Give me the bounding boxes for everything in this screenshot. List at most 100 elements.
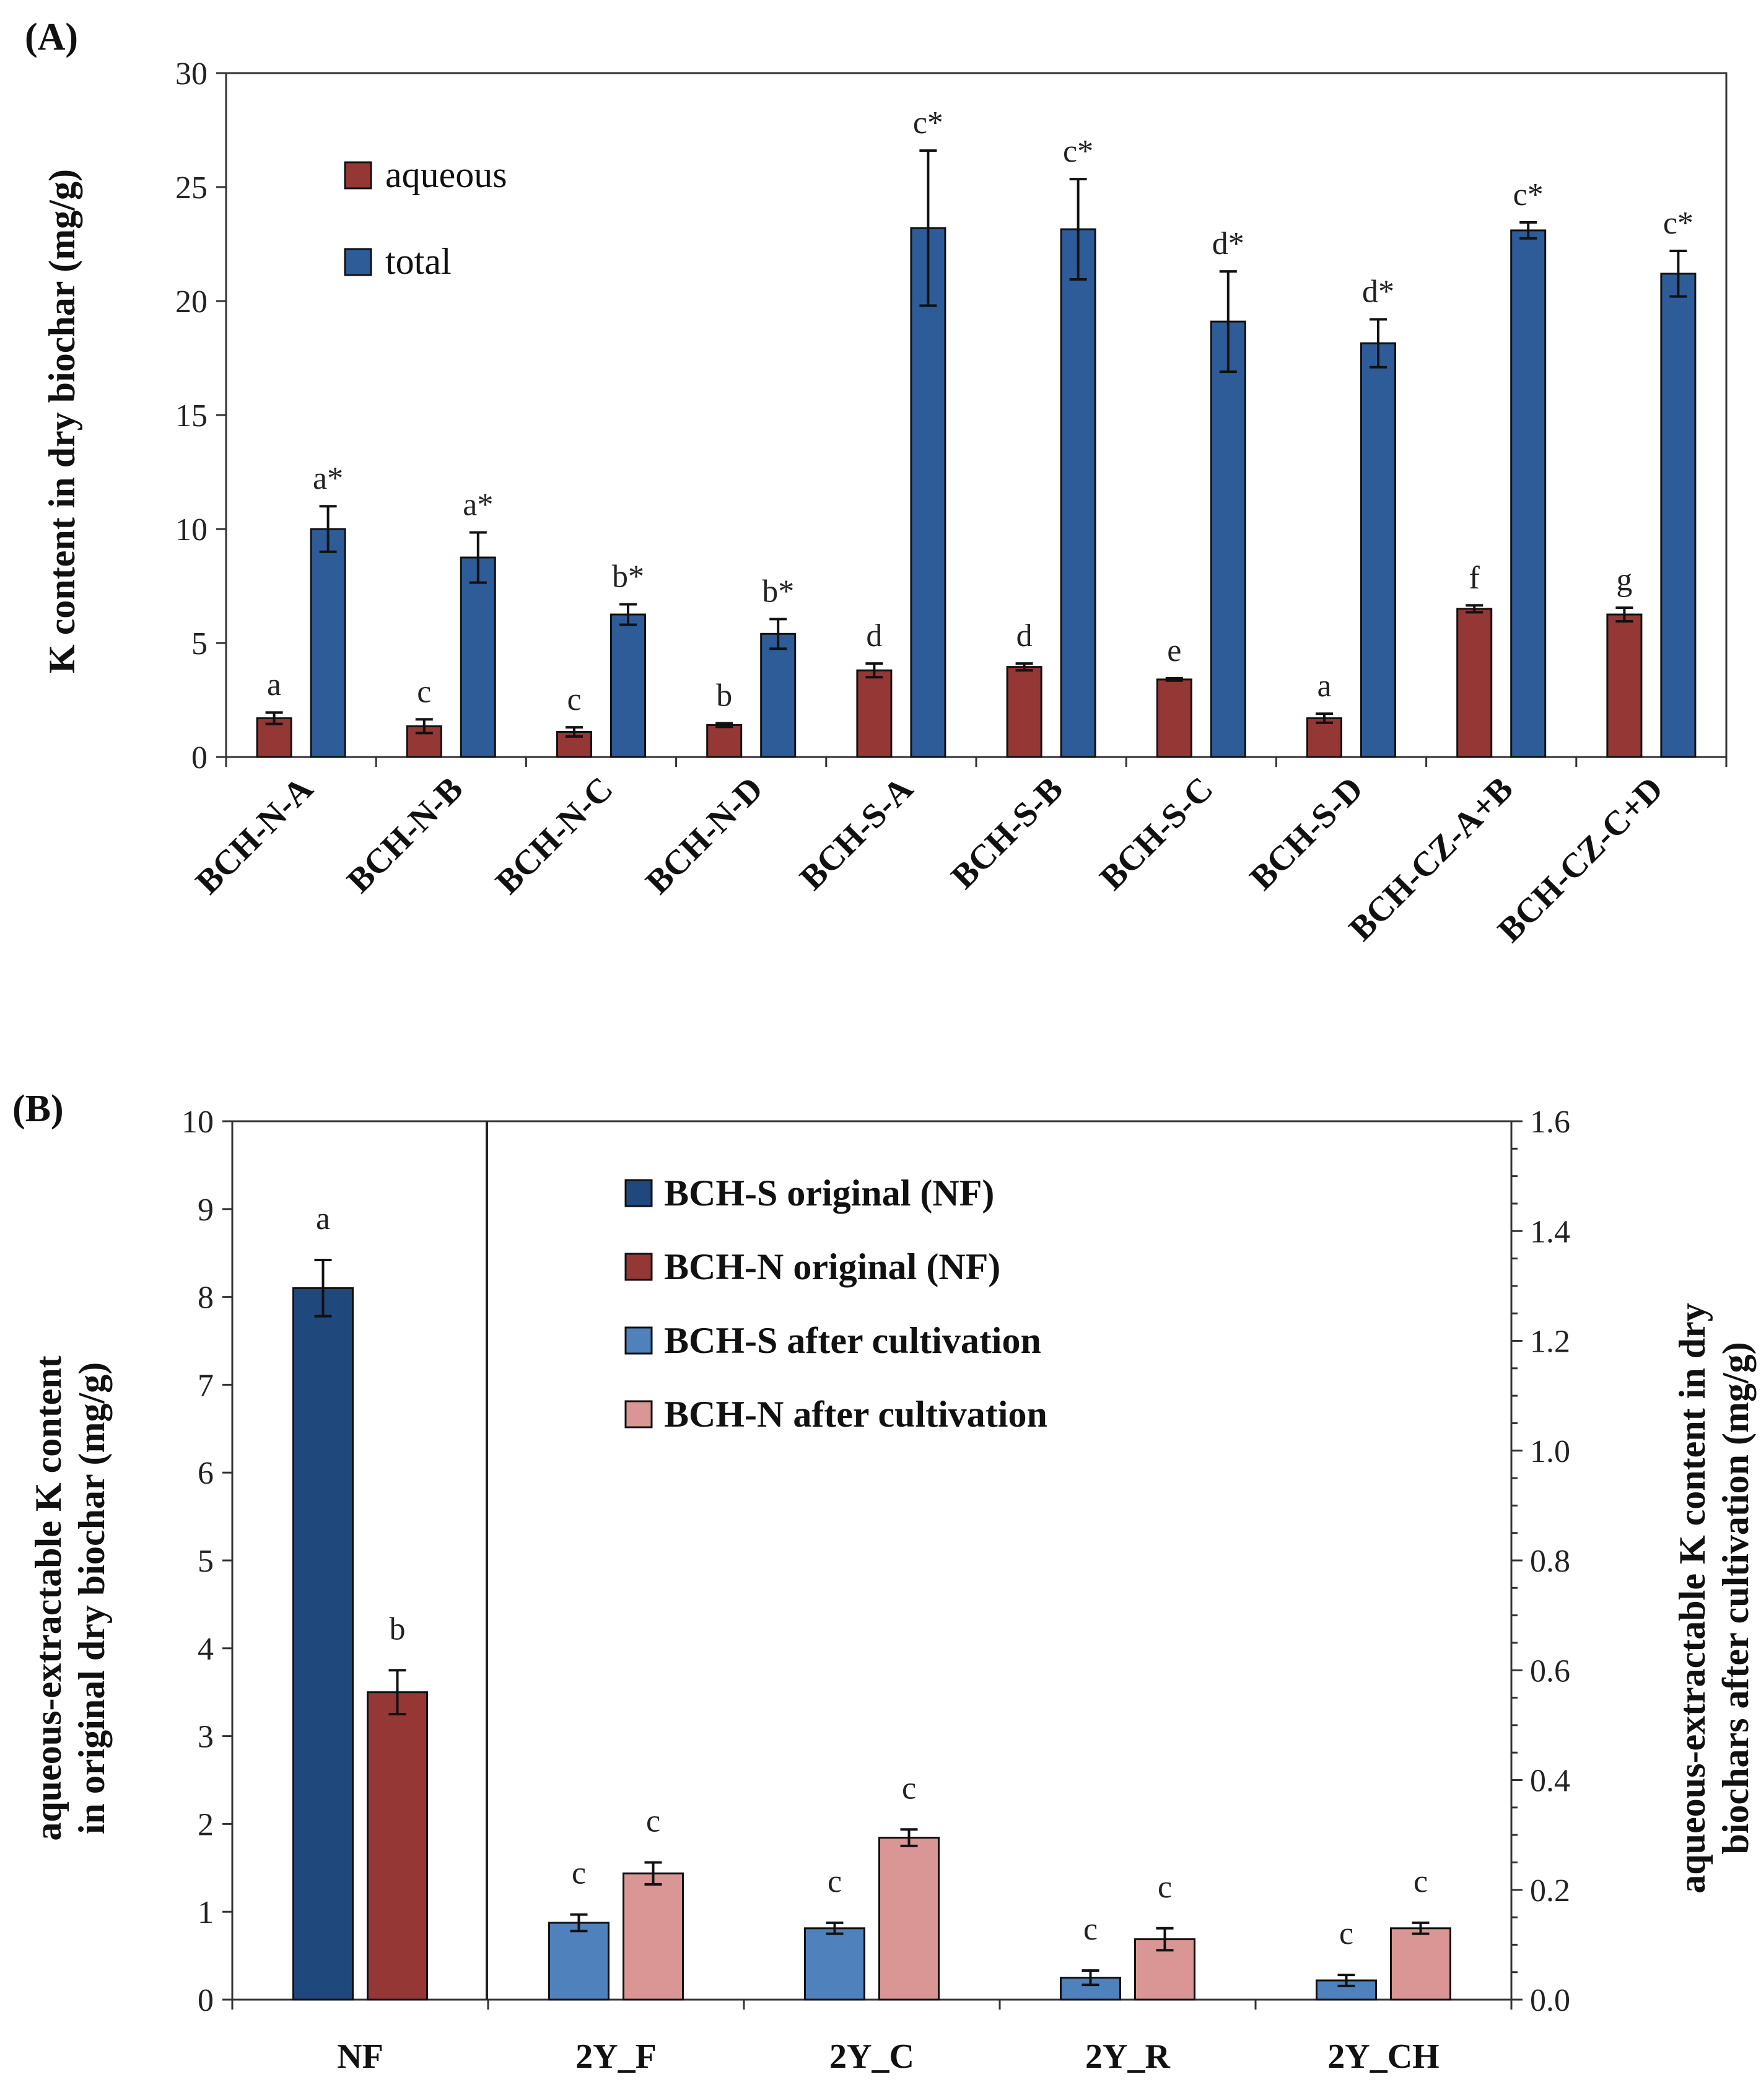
category-label-bch-s-d: BCH-S-D: [1243, 769, 1371, 898]
legend-label-aqueous: aqueous: [385, 154, 507, 195]
panel-a: (A) K content in dry biochar (mg/g) 0 5 10…: [25, 16, 1728, 950]
category-label-2y-r: 2Y_R: [1085, 2037, 1170, 2076]
sig-label-2y-c-bch-n-after-cultivation: c: [902, 1770, 916, 1806]
left-y-tick-label-9: 9: [198, 1192, 214, 1228]
left-y-tick-label-2: 2: [198, 1807, 214, 1842]
sig-label-2y-c-bch-s-after-cultivation: c: [828, 1864, 842, 1899]
category-label-bch-n-d: BCH-N-D: [639, 769, 771, 901]
sig-label-bch-s-b-total: c*: [1063, 134, 1093, 169]
right-y-tick-label-1-6: 1.6: [1530, 1105, 1570, 1140]
panel-b-category-labels: NF 2Y_F 2Y_C 2Y_R 2Y_CH: [337, 2037, 1440, 2076]
sig-label-bch-s-d-aqueous: a: [1317, 668, 1331, 704]
panel-a-y-ticks: 0 5 10 15 20 25 30: [175, 56, 226, 776]
sig-label-bch-cz-c-d-aqueous: g: [1616, 562, 1632, 598]
sig-label-nf-bch-n-original-nf: b: [390, 1611, 406, 1647]
bar-bch-s-a-aqueous: [856, 669, 893, 758]
legend-swatch-bch-s-original: [624, 1179, 653, 1207]
sig-label-2y-r-bch-s-after-cultivation: c: [1083, 1912, 1098, 1947]
y-tick-label-0: 0: [191, 740, 208, 776]
panel-a-y-axis-title: K content in dry biochar (mg/g): [42, 169, 82, 673]
panel-b-label: (B): [12, 1088, 64, 1130]
left-y-tick-label-4: 4: [198, 1632, 214, 1667]
bar-bch-n-d-total: [760, 632, 797, 758]
sig-label-bch-cz-a-b-aqueous: f: [1469, 560, 1480, 595]
panel-b-left-y-title-line1: aqueous-extractable K content: [28, 1355, 69, 1840]
y-tick-label-25: 25: [175, 170, 208, 206]
sig-label-2y-f-bch-s-after-cultivation: c: [572, 1856, 586, 1891]
legend-swatch-bch-n-original: [624, 1253, 653, 1281]
bar-bch-s-c-aqueous: [1156, 678, 1192, 758]
panel-b-right-y-title-line2: biochars after cultivation (mg/g): [1715, 1342, 1756, 1854]
bar-2y-ch-bch-n-after-cultivation: [1390, 1927, 1451, 2001]
bar-bch-cz-c-d-aqueous: [1606, 613, 1643, 758]
left-y-tick-label-6: 6: [198, 1456, 214, 1491]
bar-bch-n-c-total: [610, 613, 646, 758]
sig-label-bch-n-c-total: b*: [612, 559, 644, 594]
category-label-2y-c: 2Y_C: [829, 2037, 914, 2076]
panel-a-legend: aqueous total: [344, 154, 507, 282]
right-y-tick-label-0-0: 0.0: [1530, 1983, 1570, 2018]
bar-bch-cz-a-b-aqueous: [1456, 608, 1493, 758]
y-tick-label-20: 20: [175, 284, 208, 320]
panel-a-bars: a a* c a* c b* b b* d c* d c* e d* a d* f c* g c*: [256, 105, 1697, 758]
bar-bch-s-d-aqueous: [1306, 717, 1342, 758]
legend-swatch-total: [344, 248, 372, 276]
sig-label-bch-s-a-aqueous: d: [866, 618, 882, 654]
left-y-tick-label-0: 0: [198, 1983, 214, 2018]
right-y-tick-label-1-4: 1.4: [1530, 1214, 1570, 1249]
legend-swatch-aqueous: [344, 161, 372, 190]
legend-label-total: total: [385, 241, 452, 282]
panel-b-left-y-ticks: 0 1 2 3 4 5 6 7 8 9 10: [181, 1105, 232, 2018]
sig-label-bch-n-b-aqueous: c: [417, 674, 431, 709]
panel-b-right-y-ticks: 0.0 0.2 0.4 0.6 0.8 1.0 1.2 1.4 1.6: [1511, 1105, 1570, 2018]
legend-swatch-bch-s-after: [624, 1326, 653, 1355]
bar-nf-bch-s-original-nf: [292, 1287, 354, 2001]
right-y-tick-label-0-4: 0.4: [1530, 1764, 1570, 1799]
bar-bch-s-b-aqueous: [1006, 666, 1042, 758]
left-y-tick-label-1: 1: [198, 1895, 214, 1930]
bar-bch-cz-c-d-total: [1660, 273, 1697, 758]
y-tick-label-10: 10: [175, 512, 208, 548]
sig-label-2y-ch-bch-n-after-cultivation: c: [1414, 1864, 1428, 1899]
category-label-2y-f: 2Y_F: [575, 2037, 657, 2076]
right-y-tick-label-1-0: 1.0: [1530, 1434, 1570, 1469]
category-label-bch-s-a: BCH-S-A: [792, 769, 920, 898]
legend-label-bch-n-after: BCH-N after cultivation: [664, 1394, 1047, 1435]
sig-label-nf-bch-s-original-nf: a: [316, 1201, 330, 1236]
bar-2y-f-bch-n-after-cultivation: [623, 1872, 684, 2001]
sig-label-bch-n-d-total: b*: [762, 574, 794, 609]
right-y-tick-label-1-2: 1.2: [1530, 1324, 1570, 1360]
panel-b-left-y-title-line2: in original dry biochar (mg/g): [71, 1362, 112, 1834]
panel-b-x-ticks: [231, 2000, 1513, 2010]
sig-label-bch-s-b-aqueous: d: [1016, 618, 1033, 654]
y-tick-label-15: 15: [175, 398, 208, 434]
sig-label-2y-r-bch-n-after-cultivation: c: [1158, 1870, 1172, 1905]
sig-label-bch-n-d-aqueous: b: [716, 678, 732, 714]
sig-label-bch-s-c-total: d*: [1212, 226, 1244, 261]
panel-b-legend: BCH-S original (NF) BCH-N original (NF) …: [624, 1173, 1047, 1435]
sig-label-bch-s-c-aqueous: e: [1167, 633, 1181, 668]
category-label-bch-s-c: BCH-S-C: [1093, 769, 1221, 898]
left-y-tick-label-3: 3: [198, 1720, 214, 1755]
category-label-bch-s-b: BCH-S-B: [944, 769, 1070, 896]
panel-a-category-labels: BCH-N-A BCH-N-B BCH-N-C BCH-N-D BCH-S-A BCH-S…: [188, 769, 1671, 950]
legend-label-bch-s-after: BCH-S after cultivation: [664, 1320, 1041, 1361]
bar-2y-c-bch-n-after-cultivation: [878, 1837, 940, 2001]
category-label-2y-ch: 2Y_CH: [1327, 2037, 1439, 2076]
sig-label-bch-n-a-total: a*: [313, 461, 343, 496]
y-tick-label-5: 5: [191, 626, 208, 662]
bar-bch-s-b-total: [1060, 228, 1096, 758]
bar-bch-n-b-total: [460, 556, 496, 758]
sig-label-bch-n-c-aqueous: c: [567, 682, 581, 717]
left-y-tick-label-10: 10: [181, 1105, 214, 1140]
category-label-bch-n-c: BCH-N-C: [488, 769, 620, 901]
bar-bch-s-d-total: [1360, 342, 1396, 758]
category-label-bch-n-a: BCH-N-A: [188, 769, 321, 902]
legend-label-bch-s-original: BCH-S original (NF): [664, 1173, 994, 1214]
right-y-tick-label-0-2: 0.2: [1530, 1873, 1570, 1909]
bar-bch-n-d-aqueous: [706, 724, 743, 758]
sig-label-bch-cz-c-d-total: c*: [1663, 206, 1693, 241]
sig-label-bch-cz-a-b-total: c*: [1513, 177, 1544, 212]
legend-swatch-bch-n-after: [624, 1400, 653, 1428]
